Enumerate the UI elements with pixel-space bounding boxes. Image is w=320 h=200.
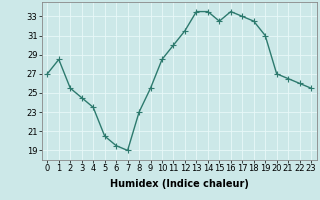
X-axis label: Humidex (Indice chaleur): Humidex (Indice chaleur) [110, 179, 249, 189]
